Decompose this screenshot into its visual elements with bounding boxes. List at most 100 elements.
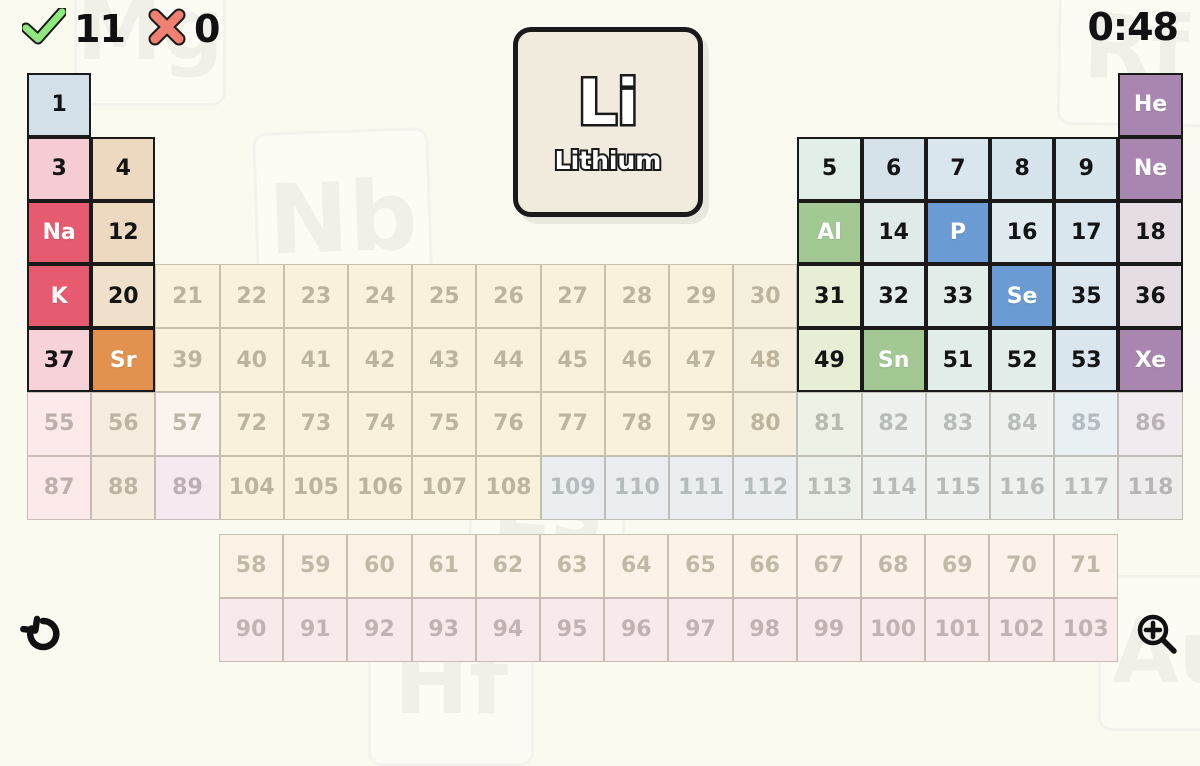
element-cell[interactable]: 5 [797, 136, 862, 201]
element-cell-label: Se [1006, 283, 1038, 309]
element-cell: 75 [412, 392, 477, 456]
element-cell-label: Xe [1134, 347, 1167, 373]
element-cell-label: 70 [1006, 553, 1037, 579]
element-cell-label: 96 [620, 617, 652, 643]
element-cell-label: 8 [1014, 156, 1030, 182]
element-cell[interactable]: Sn [861, 328, 926, 392]
element-cell: 63 [540, 534, 605, 598]
element-cell[interactable]: He [1118, 73, 1183, 137]
element-cell[interactable]: 4 [91, 136, 156, 201]
element-cell[interactable]: Se [990, 264, 1055, 329]
element-cell[interactable]: 12 [91, 200, 156, 265]
element-cell[interactable]: 37 [27, 328, 92, 392]
element-cell[interactable]: 36 [1118, 264, 1183, 329]
element-cell-label: 94 [492, 617, 524, 643]
element-cell-label: 58 [235, 553, 267, 579]
element-cell: 29 [669, 264, 734, 329]
element-cell: 78 [604, 392, 669, 456]
element-cell[interactable]: 35 [1054, 264, 1119, 329]
element-cell: 113 [797, 455, 862, 520]
element-cell-label: 67 [813, 553, 845, 579]
element-cell: 48 [733, 328, 798, 392]
element-cell[interactable]: 7 [925, 136, 990, 201]
element-cell-label: 91 [299, 617, 331, 643]
element-cell: 71 [1053, 534, 1118, 598]
element-cell-label: 61 [428, 553, 459, 579]
element-cell: 68 [861, 534, 926, 598]
element-cell[interactable]: 33 [925, 264, 990, 329]
element-cell[interactable]: K [27, 264, 92, 329]
element-cell-label: 24 [364, 283, 396, 309]
element-cell[interactable]: P [925, 200, 990, 265]
element-cell[interactable]: 17 [1054, 200, 1119, 265]
element-cell[interactable]: 18 [1118, 200, 1183, 265]
undo-icon [18, 609, 68, 663]
element-cell-label: K [50, 283, 68, 309]
element-cell[interactable]: 52 [990, 328, 1055, 392]
element-cell-label: 55 [43, 411, 75, 437]
element-cell[interactable]: Sr [91, 328, 156, 392]
element-cell[interactable]: 14 [861, 200, 926, 265]
element-cell-label: 110 [613, 475, 660, 501]
element-cell[interactable]: 3 [27, 136, 92, 201]
wrong-score: 0 [148, 7, 220, 51]
element-cell-label: 79 [685, 411, 717, 437]
element-cell: 25 [412, 264, 477, 329]
element-cell: 40 [219, 328, 284, 392]
element-cell: 90 [219, 597, 284, 662]
undo-button[interactable] [14, 607, 72, 665]
element-cell[interactable]: 32 [861, 264, 926, 329]
element-cell-label: 4 [115, 156, 131, 182]
element-cell[interactable]: 51 [925, 328, 990, 392]
element-cell-label: 73 [300, 411, 332, 437]
element-cell[interactable]: 8 [990, 136, 1055, 201]
element-cell: 112 [733, 455, 798, 520]
element-cell[interactable]: Al [797, 200, 862, 265]
element-cell: 87 [27, 455, 92, 520]
element-cell-label: 18 [1135, 219, 1166, 245]
element-cell-label: 7 [950, 156, 966, 182]
element-cell: 115 [925, 455, 990, 520]
element-cell: 73 [283, 392, 348, 456]
element-cell: 22 [219, 264, 284, 329]
element-cell: 69 [925, 534, 990, 598]
element-cell[interactable]: 9 [1054, 136, 1119, 201]
element-cell: 104 [219, 455, 284, 520]
element-cell-label: 92 [364, 617, 395, 643]
element-cell[interactable]: Ne [1118, 136, 1183, 201]
element-cell-label: 39 [172, 347, 203, 373]
element-cell-label: Sr [109, 347, 137, 373]
zoom-in-button[interactable] [1128, 607, 1186, 665]
element-cell-label: 42 [364, 347, 396, 373]
element-cell-label: 3 [51, 156, 67, 182]
element-cell[interactable]: 1 [27, 73, 92, 137]
element-cell-label: 84 [1006, 411, 1038, 437]
element-cell: 114 [861, 455, 926, 520]
element-cell[interactable]: 20 [91, 264, 156, 329]
element-cell[interactable]: Xe [1118, 328, 1183, 392]
element-cell: 118 [1118, 455, 1183, 520]
element-cell-label: 78 [621, 411, 653, 437]
element-cell-label: 56 [107, 411, 139, 437]
element-cell[interactable]: 6 [861, 136, 926, 201]
element-cell[interactable]: Na [27, 200, 92, 265]
element-cell[interactable]: 49 [797, 328, 862, 392]
periodic-table: 1 He 3 4 5 6 7 8 9 Ne Na 12 Al 14 P 16 17 18 K 20 21 22 23 24 25… [27, 73, 1183, 662]
element-cell-label: 93 [428, 617, 459, 643]
element-cell-label: 37 [43, 347, 75, 373]
element-cell-label: 114 [870, 475, 917, 501]
element-cell-label: Ne [1133, 156, 1168, 182]
element-cell: 44 [476, 328, 541, 392]
element-cell[interactable]: 31 [797, 264, 862, 329]
wrong-count: 0 [194, 7, 220, 51]
element-cell[interactable]: 16 [990, 200, 1055, 265]
zoom-in-icon [1134, 611, 1180, 661]
element-cell: 92 [347, 597, 412, 662]
element-cell: 64 [604, 534, 669, 598]
element-cell: 59 [283, 534, 348, 598]
element-cell: 66 [732, 534, 797, 598]
element-cell[interactable]: 53 [1054, 328, 1119, 392]
element-cell: 105 [283, 455, 348, 520]
element-cell-label: 40 [236, 347, 267, 373]
element-cell: 65 [668, 534, 733, 598]
